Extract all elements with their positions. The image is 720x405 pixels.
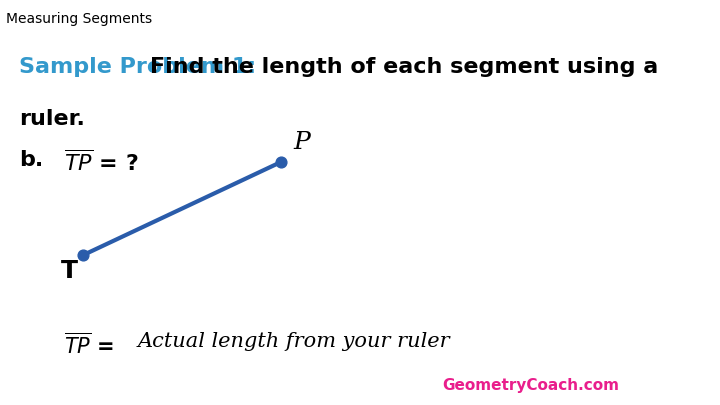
Text: GeometryCoach.com: GeometryCoach.com [443,378,619,393]
Text: ruler.: ruler. [19,109,85,129]
Text: Find the length of each segment using a: Find the length of each segment using a [150,57,658,77]
Point [275,159,287,165]
Text: Measuring Segments: Measuring Segments [6,12,153,26]
Point [77,252,89,258]
Text: P: P [294,131,310,154]
Text: b.: b. [19,150,43,170]
Text: Sample Problem 1:: Sample Problem 1: [19,57,256,77]
Text: $\overline{TP}$ =: $\overline{TP}$ = [64,332,116,358]
Text: $\overline{TP}$ = ?: $\overline{TP}$ = ? [64,150,138,175]
Text: T: T [60,259,78,283]
Text: Actual length from your ruler: Actual length from your ruler [138,332,450,351]
